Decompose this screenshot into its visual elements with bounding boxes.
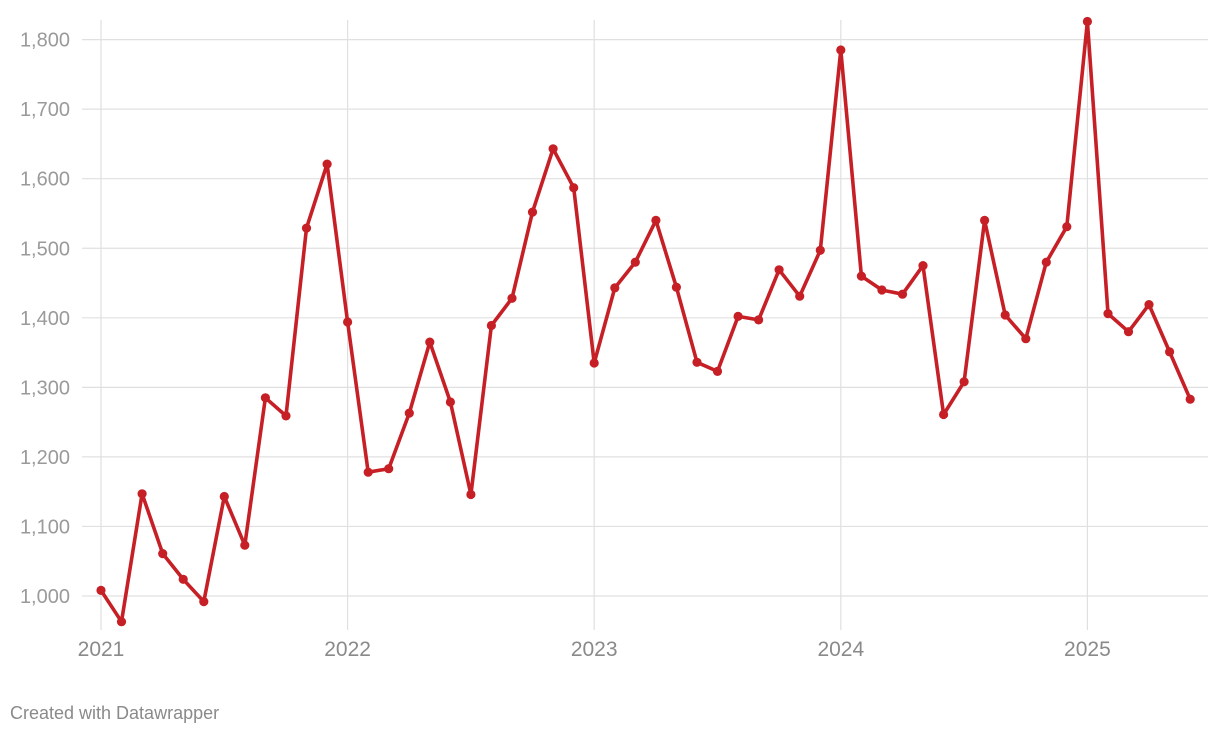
x-tick-label: 2024	[817, 638, 864, 661]
data-point	[527, 207, 538, 217]
data-point	[507, 293, 517, 303]
y-tick-label: 1,800	[20, 30, 70, 52]
data-point	[897, 289, 908, 299]
data-point	[240, 540, 250, 550]
y-tick-label: 1,200	[20, 447, 70, 469]
y-tick-label: 1,500	[20, 238, 70, 260]
data-point	[630, 257, 640, 267]
y-axis-ticks: 1,000 1,100 1,200 1,300 1,400 1,500 1,600 1,700…	[20, 30, 70, 608]
data-point	[610, 283, 620, 293]
data-point	[343, 317, 353, 327]
data-point	[445, 397, 455, 407]
data-point	[137, 489, 147, 499]
data-point	[301, 223, 312, 233]
data-point	[1062, 222, 1072, 232]
data-point	[1123, 327, 1134, 337]
data-point	[322, 159, 332, 169]
credit-text: Created with Datawrapper	[10, 703, 220, 723]
data-point	[959, 377, 969, 387]
y-tick-label: 1,300	[20, 377, 70, 399]
data-point	[116, 617, 127, 627]
data-point	[1082, 16, 1092, 27]
data-point	[939, 409, 949, 420]
series-line	[99, 19, 1192, 624]
y-tick-label: 1,400	[20, 308, 70, 330]
data-point	[918, 261, 928, 271]
y-tick-label: 1,100	[20, 516, 70, 538]
data-point	[1165, 347, 1175, 357]
data-point	[384, 464, 394, 474]
data-point	[836, 45, 846, 55]
x-axis-ticks: 2021 2022 2023 2024 2025	[78, 638, 1111, 661]
series-group	[96, 16, 1195, 627]
x-tick-label: 2023	[571, 638, 618, 661]
data-point	[158, 549, 168, 559]
data-point	[1185, 394, 1195, 404]
data-point	[733, 311, 743, 321]
x-tick-label: 2021	[78, 638, 125, 661]
data-point	[363, 467, 373, 477]
line-chart: 1,000 1,100 1,200 1,300 1,400 1,500 1,600 1,700…	[20, 16, 1208, 661]
y-tick-label: 1,600	[20, 169, 70, 191]
data-point	[1103, 309, 1113, 319]
data-point	[1144, 300, 1154, 310]
data-point	[754, 315, 764, 325]
data-point	[815, 245, 825, 255]
data-point	[856, 271, 867, 281]
data-point	[877, 285, 887, 295]
x-tick-label: 2022	[324, 638, 371, 661]
data-point	[260, 393, 270, 403]
grid-lines	[82, 20, 1208, 630]
data-point	[1041, 257, 1051, 267]
data-point	[980, 215, 990, 225]
data-point	[671, 282, 682, 292]
data-point	[548, 144, 558, 154]
data-point	[486, 320, 496, 331]
data-point	[1021, 334, 1031, 344]
data-point	[96, 585, 106, 596]
data-point	[651, 215, 661, 225]
data-point	[1000, 310, 1010, 320]
data-point	[795, 291, 805, 301]
y-tick-label: 1,700	[20, 99, 70, 121]
y-tick-label: 1,000	[20, 586, 70, 608]
data-point	[692, 357, 702, 367]
x-tick-label: 2025	[1064, 638, 1111, 661]
data-point	[569, 183, 579, 193]
data-point	[425, 337, 435, 347]
data-point	[589, 358, 599, 368]
data-point	[774, 265, 784, 275]
data-point	[281, 411, 291, 421]
data-point	[219, 491, 229, 502]
data-point	[712, 366, 723, 376]
data-point	[178, 574, 188, 584]
data-point	[199, 597, 209, 607]
data-point	[404, 408, 414, 418]
data-point	[466, 489, 476, 500]
